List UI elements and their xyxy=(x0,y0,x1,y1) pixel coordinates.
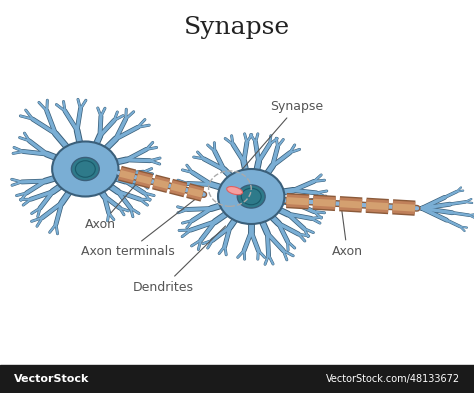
Circle shape xyxy=(72,158,99,180)
Circle shape xyxy=(52,141,118,196)
Text: VectorStock: VectorStock xyxy=(14,374,90,384)
Circle shape xyxy=(75,161,95,177)
Text: Synapse: Synapse xyxy=(234,100,323,179)
Bar xyxy=(0,365,474,393)
Text: Axon: Axon xyxy=(85,185,136,231)
Text: Dendrites: Dendrites xyxy=(133,226,226,294)
Text: Synapse: Synapse xyxy=(184,16,290,39)
Circle shape xyxy=(241,188,261,205)
Ellipse shape xyxy=(227,187,243,195)
Circle shape xyxy=(237,185,265,208)
Text: Axon: Axon xyxy=(332,209,363,259)
Circle shape xyxy=(218,169,284,224)
Text: VectorStock.com/48133672: VectorStock.com/48133672 xyxy=(326,374,460,384)
Text: Axon terminals: Axon terminals xyxy=(81,194,201,259)
